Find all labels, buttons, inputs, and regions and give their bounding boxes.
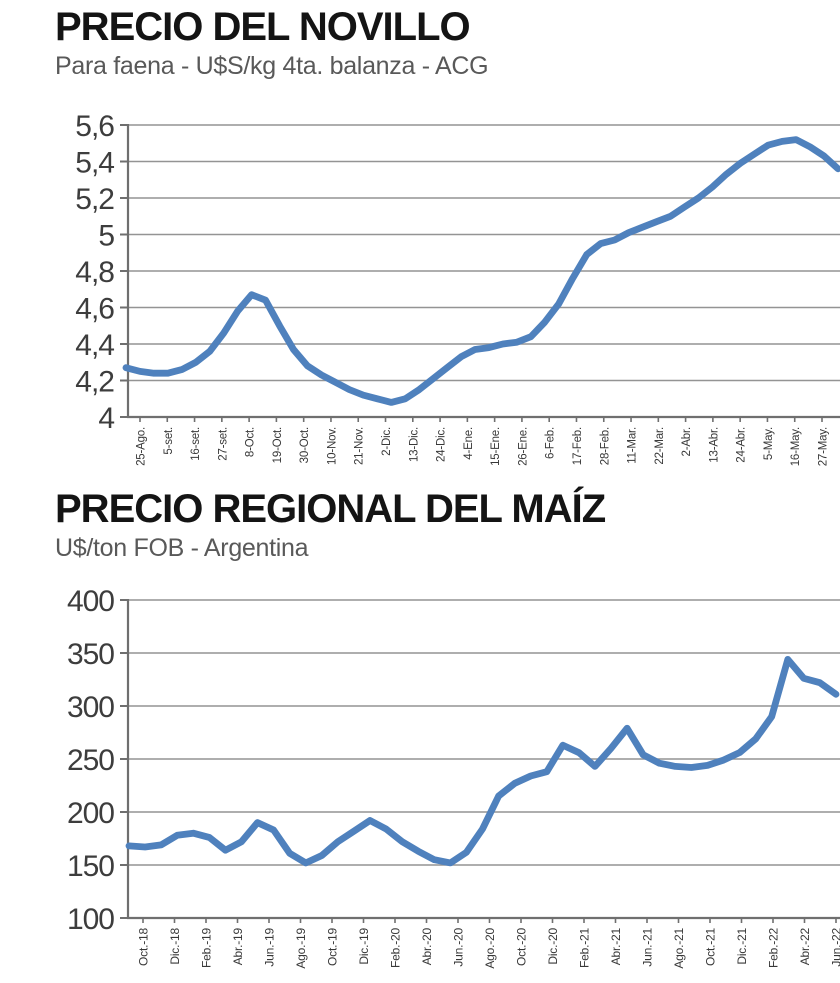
x-tick-label: 22-Mar. — [654, 427, 666, 465]
x-tick-label: Oct.-18 — [137, 927, 151, 965]
y-tick-label: 5,6 — [75, 110, 114, 143]
x-tick-label: 30-Oct. — [299, 427, 311, 463]
x-tick-label: 5-set. — [163, 427, 175, 455]
maiz-chart-subtitle: U$/ton FOB - Argentina — [55, 534, 309, 562]
x-tick-label: Feb.-19 — [200, 927, 214, 967]
y-tick-label: 350 — [67, 638, 114, 671]
y-tick-label: 4,8 — [75, 256, 114, 289]
y-tick-label: 250 — [67, 744, 114, 777]
y-tick-label: 4,4 — [75, 329, 114, 362]
x-tick-label: Jun.-21 — [641, 927, 655, 966]
x-tick-label: Oct.-20 — [515, 927, 529, 965]
x-tick-label: Ago.-19 — [294, 927, 308, 968]
x-tick-label: Jun.-19 — [263, 927, 277, 966]
x-tick-label: 15-Ene. — [490, 427, 502, 466]
x-tick-label: 24-Abr. — [736, 427, 748, 463]
novillo-chart-subtitle: Para faena - U$S/kg 4ta. balanza - ACG — [55, 52, 489, 80]
x-tick-label: 26-Ene. — [517, 427, 529, 466]
x-tick-label: Feb.-21 — [578, 927, 592, 967]
x-tick-label: Dic.-18 — [168, 927, 182, 964]
x-tick-label: Jun.-22 — [830, 927, 840, 966]
x-tick-label: 16-set. — [190, 427, 202, 461]
maiz-chart-plot: 400 350 300 250 200 150 100 Oct.-18 Dic.-18 Feb.-… — [67, 585, 840, 969]
novillo-chart-title: PRECIO DEL NOVILLO — [55, 5, 471, 49]
x-tick-label: Ago.-20 — [483, 927, 497, 968]
y-tick-label: 4,6 — [75, 292, 114, 325]
x-tick-label: Abr.-20 — [420, 927, 434, 965]
y-tick-label: 5,4 — [75, 146, 114, 179]
maiz-header: PRECIO REGIONAL DEL MAÍZ U$/ton FOB - Ar… — [55, 487, 606, 563]
x-tick-label: 17-Feb. — [572, 427, 584, 465]
x-tick-label: Abr.-22 — [798, 927, 812, 965]
x-tick-label: Dic.-20 — [546, 927, 560, 964]
x-tick-label: 24-Dic. — [436, 427, 448, 462]
x-tick-label: 2-Abr. — [681, 427, 693, 456]
x-tick-label: 8-Oct. — [245, 427, 257, 457]
x-tick-label: 27-May. — [818, 427, 830, 466]
x-tick-label: 19-Oct. — [272, 427, 284, 463]
y-tick-label: 400 — [67, 585, 114, 618]
x-tick-labels: 25-Ago. 5-set. 16-set. 27-set. 8-Oct. 19-Oct.… — [136, 417, 830, 466]
x-tick-label: 5-May. — [763, 427, 775, 460]
x-tick-label: Dic.-21 — [735, 927, 749, 964]
x-tick-label: Jun.-20 — [452, 927, 466, 966]
y-tick-label: 5,2 — [75, 183, 114, 216]
x-tick-label: Oct.-21 — [704, 927, 718, 965]
x-tick-label: Ago.-21 — [672, 927, 686, 968]
y-tick-label: 100 — [67, 903, 114, 936]
x-tick-label: 25-Ago. — [136, 427, 148, 466]
price-line-series — [122, 136, 840, 406]
y-gridlines — [128, 124, 840, 382]
x-tick-labels: Oct.-18 Dic.-18 Feb.-19 Abr.-19 Jun.-19 Ago.-… — [137, 918, 840, 969]
x-tick-label: 6-Feb. — [545, 427, 557, 459]
novillo-header: PRECIO DEL NOVILLO Para faena - U$S/kg 4… — [55, 5, 489, 81]
y-tick-labels: 400 350 300 250 200 150 100 — [67, 585, 128, 936]
x-tick-label: Oct.-19 — [326, 927, 340, 965]
price-line-series — [125, 656, 840, 867]
y-tick-label: 4 — [98, 402, 114, 435]
x-tick-label: Feb.-20 — [389, 927, 403, 967]
x-tick-label: Abr.-21 — [609, 927, 623, 965]
y-tick-label: 150 — [67, 850, 114, 883]
x-tick-label: Feb.-22 — [767, 927, 781, 967]
x-tick-label: 2-Dic. — [381, 427, 393, 456]
x-tick-label: Dic.-19 — [357, 927, 371, 964]
novillo-chart-plot: 5,65,4 5,25 4,84,6 4,44,2 4 25-Ago. 5-set. 16-s… — [75, 110, 840, 466]
x-tick-label: 4-Ene. — [463, 427, 475, 460]
x-tick-label: 13-Abr. — [708, 427, 720, 463]
maiz-chart-title: PRECIO REGIONAL DEL MAÍZ — [55, 487, 606, 531]
x-tick-label: Abr.-19 — [231, 927, 245, 965]
y-tick-label: 200 — [67, 797, 114, 830]
x-tick-label: 10-Nov. — [326, 427, 338, 465]
x-tick-label: 13-Dic. — [408, 427, 420, 462]
x-tick-label: 11-Mar. — [627, 427, 639, 464]
y-tick-label: 300 — [67, 691, 114, 724]
x-tick-label: 28-Feb. — [599, 427, 611, 465]
x-tick-label: 16-May. — [790, 427, 802, 466]
y-tick-label: 4,2 — [75, 365, 114, 398]
x-tick-label: 21-Nov. — [354, 427, 366, 465]
y-tick-label: 5 — [98, 219, 114, 252]
y-tick-labels: 5,65,4 5,25 4,84,6 4,44,2 4 — [75, 110, 128, 435]
x-tick-label: 27-set. — [217, 427, 229, 461]
